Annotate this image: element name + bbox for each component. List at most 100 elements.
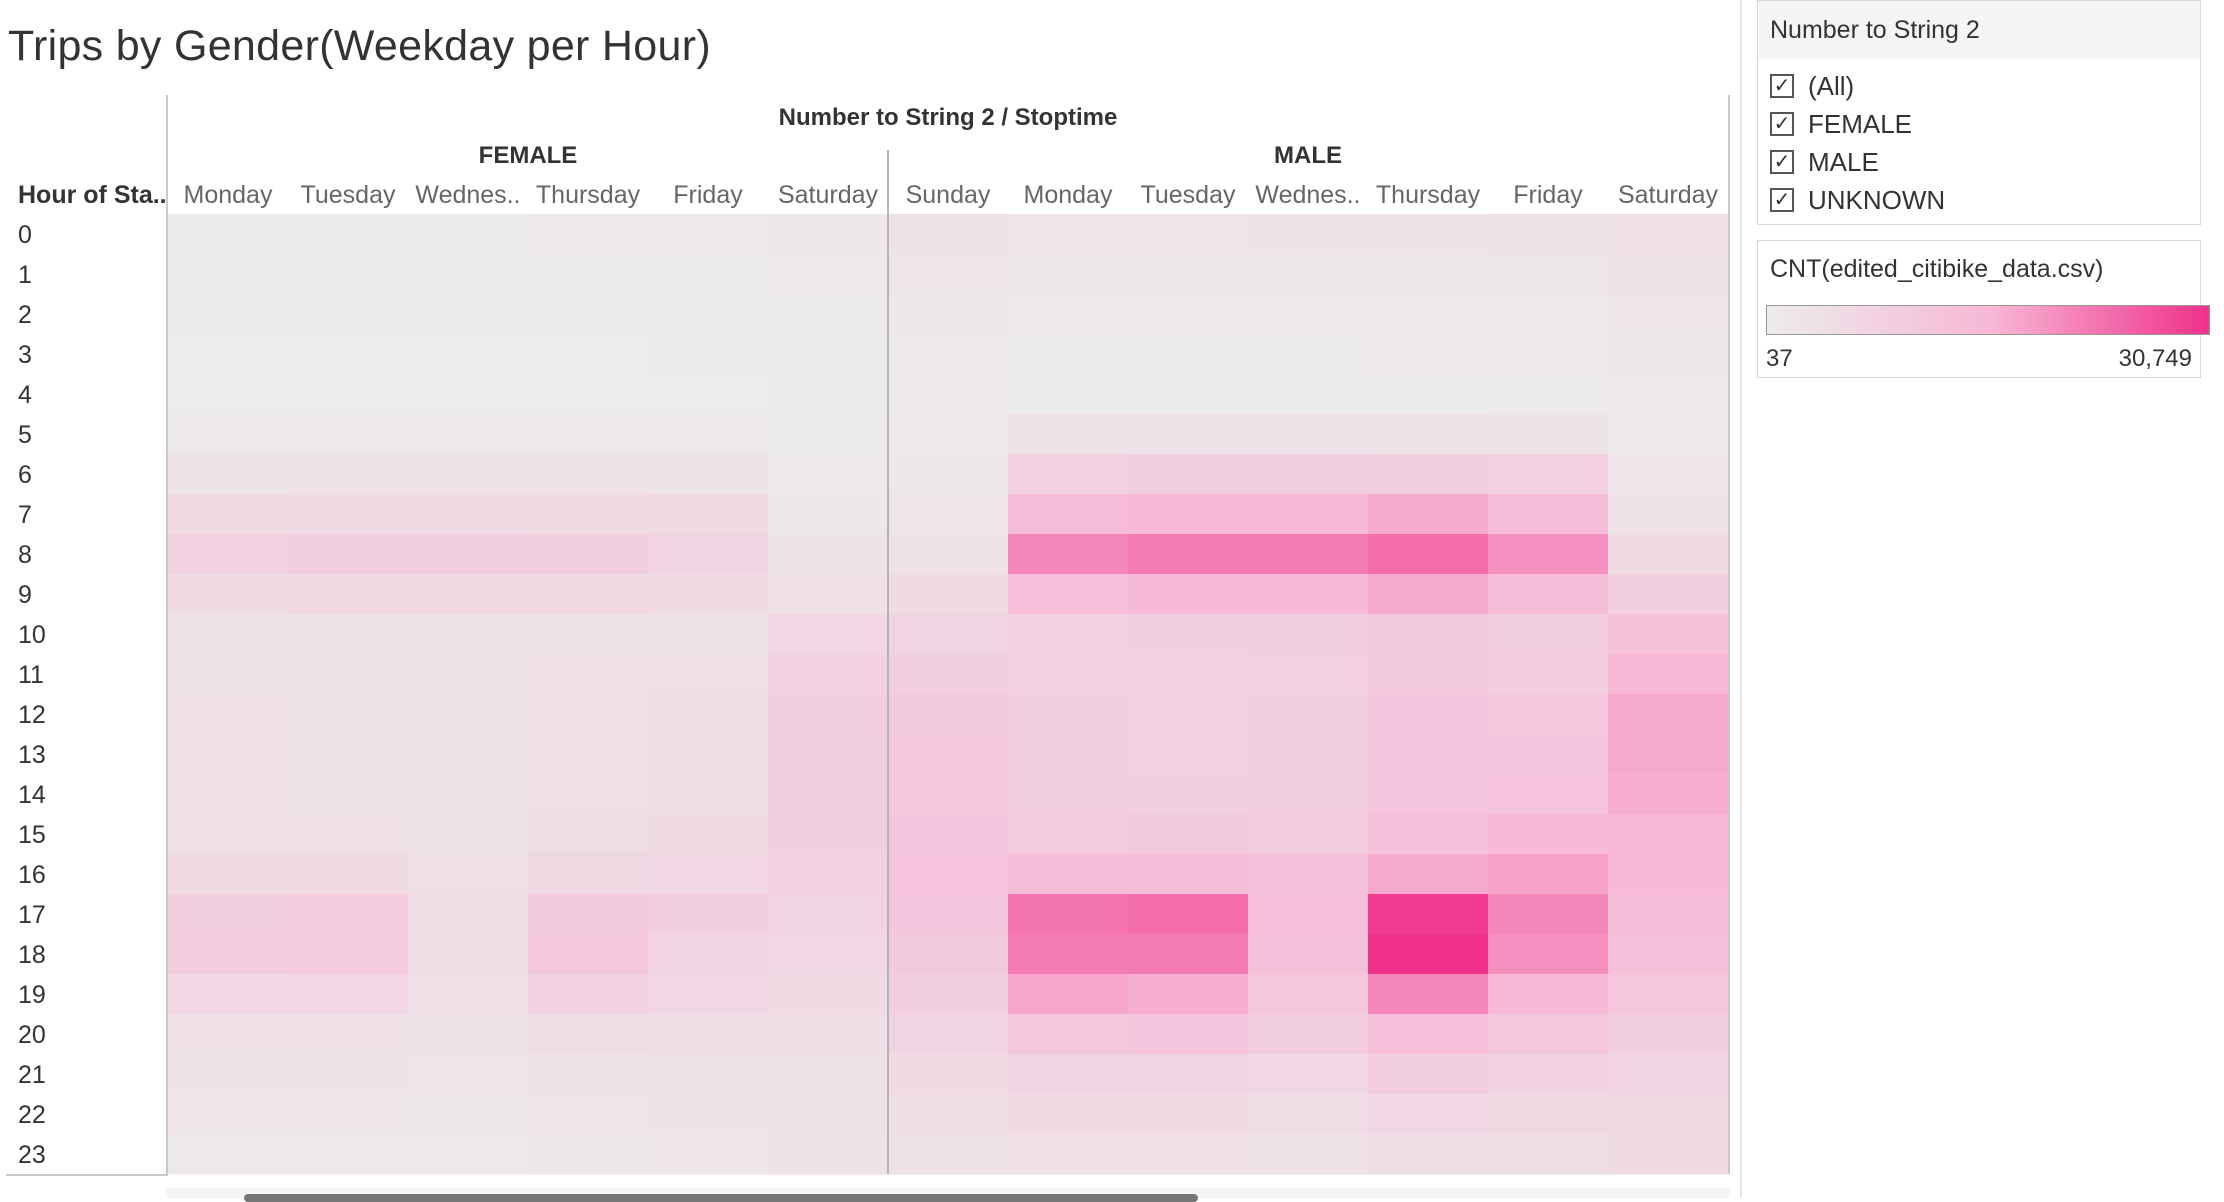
color-legend-card: CNT(edited_citibike_data.csv) 37 30,749 — [1757, 240, 2210, 378]
heatmap-cell — [288, 1054, 409, 1095]
scrollbar-thumb[interactable] — [244, 1194, 1198, 1202]
group-label: FEMALE — [479, 142, 578, 169]
heatmap-cell — [288, 974, 409, 1015]
row-header-title: Hour of Sta.. — [18, 181, 167, 209]
heatmap-cell — [1008, 494, 1129, 535]
filter-item-female[interactable]: ✓ FEMALE — [1758, 105, 2200, 143]
heatmap-cell — [648, 1054, 769, 1095]
heatmap-cell — [888, 734, 1009, 775]
heatmap-cell — [288, 494, 409, 535]
heatmap-cell — [288, 374, 409, 415]
heatmap-cell — [768, 734, 889, 775]
heatmap-cell — [888, 574, 1009, 615]
heatmap-cell — [528, 454, 649, 495]
checkbox-checked-icon[interactable]: ✓ — [1770, 74, 1794, 98]
heatmap-cell — [768, 374, 889, 415]
heatmap-cell — [888, 694, 1009, 735]
heatmap-cell — [1368, 334, 1489, 375]
heatmap-cell — [768, 294, 889, 335]
heatmap-cell — [168, 374, 289, 415]
heatmap-cell — [768, 1054, 889, 1095]
heatmap-cell — [1248, 854, 1369, 895]
legend-min-label: 37 — [1766, 345, 1793, 372]
heatmap-cell — [168, 1054, 289, 1095]
column-label: Wednes.. — [1255, 181, 1360, 209]
heatmap-cell — [1248, 934, 1369, 975]
heatmap-cell — [1368, 1094, 1489, 1135]
heatmap-cell — [408, 694, 529, 735]
heatmap-cell — [888, 774, 1009, 815]
checkbox-checked-icon[interactable]: ✓ — [1770, 188, 1794, 212]
heatmap-cell — [168, 534, 289, 575]
heatmap-cell — [888, 654, 1009, 695]
heatmap-cell — [1368, 694, 1489, 735]
heatmap-cell — [648, 694, 769, 735]
checkbox-checked-icon[interactable]: ✓ — [1770, 112, 1794, 136]
heatmap-cell — [1008, 214, 1129, 255]
heatmap-cell — [648, 854, 769, 895]
heatmap-cell — [1488, 894, 1609, 935]
heatmap-cell — [1488, 334, 1609, 375]
heatmap-cell — [1488, 934, 1609, 975]
heatmap-cell — [1488, 654, 1609, 695]
row-label: 4 — [18, 381, 32, 409]
column-label: Monday — [1024, 181, 1113, 209]
heatmap-cell — [528, 934, 649, 975]
heatmap-cell — [408, 1014, 529, 1055]
heatmap-cell — [1008, 894, 1129, 935]
heatmap-cell — [408, 494, 529, 535]
heatmap-cell — [1608, 774, 1729, 815]
heatmap-cell — [408, 734, 529, 775]
heatmap-cell — [768, 214, 889, 255]
heatmap-cell — [1368, 534, 1489, 575]
column-label: Friday — [673, 181, 743, 209]
row-label: 19 — [18, 981, 46, 1009]
heatmap-cell — [1608, 814, 1729, 855]
heatmap-cell — [408, 1134, 529, 1175]
row-label: 17 — [18, 901, 46, 929]
checkbox-checked-icon[interactable]: ✓ — [1770, 150, 1794, 174]
row-label: 16 — [18, 861, 46, 889]
heatmap-cell — [1248, 1054, 1369, 1095]
filter-item-male[interactable]: ✓ MALE — [1758, 143, 2200, 181]
heatmap-cell — [648, 934, 769, 975]
heatmap-cell — [1368, 1054, 1489, 1095]
heatmap-cell — [168, 814, 289, 855]
heatmap-cell — [648, 654, 769, 695]
heatmap-cell — [408, 934, 529, 975]
heatmap-cell — [1248, 334, 1369, 375]
heatmap-cell — [1248, 574, 1369, 615]
heatmap-cell — [1008, 974, 1129, 1015]
filter-title: Number to String 2 — [1758, 1, 2200, 59]
heatmap-cell — [1488, 1014, 1609, 1055]
heatmap-cell — [1608, 1094, 1729, 1135]
heatmap-cell — [528, 534, 649, 575]
horizontal-scrollbar[interactable] — [166, 1188, 1730, 1202]
heatmap-cell — [1128, 1054, 1249, 1095]
heatmap-cell — [1008, 334, 1129, 375]
heatmap-cell — [1368, 814, 1489, 855]
row-label: 12 — [18, 701, 46, 729]
legend-max-label: 30,749 — [2118, 345, 2192, 372]
row-label: 7 — [18, 501, 32, 529]
row-label: 22 — [18, 1101, 46, 1129]
filter-item-unknown[interactable]: ✓ UNKNOWN — [1758, 181, 2200, 219]
heatmap-cell — [1368, 414, 1489, 455]
heatmap-cell — [1368, 734, 1489, 775]
heatmap-cell — [1128, 574, 1249, 615]
heatmap-cell — [888, 1134, 1009, 1175]
legend-title: CNT(edited_citibike_data.csv) — [1770, 255, 2104, 283]
heatmap-cell — [528, 334, 649, 375]
heatmap-cell — [168, 1014, 289, 1055]
heatmap-cell — [648, 774, 769, 815]
filter-item-all[interactable]: ✓ (All) — [1758, 67, 2200, 105]
heatmap-cell — [288, 774, 409, 815]
filter-item-label: FEMALE — [1808, 108, 1913, 139]
heatmap-cell — [1248, 774, 1369, 815]
column-label: Tuesday — [301, 181, 396, 209]
heatmap-cell — [768, 574, 889, 615]
row-label: 10 — [18, 621, 46, 649]
heatmap-cell — [168, 334, 289, 375]
heatmap-cell — [168, 894, 289, 935]
heatmap-cell — [168, 574, 289, 615]
